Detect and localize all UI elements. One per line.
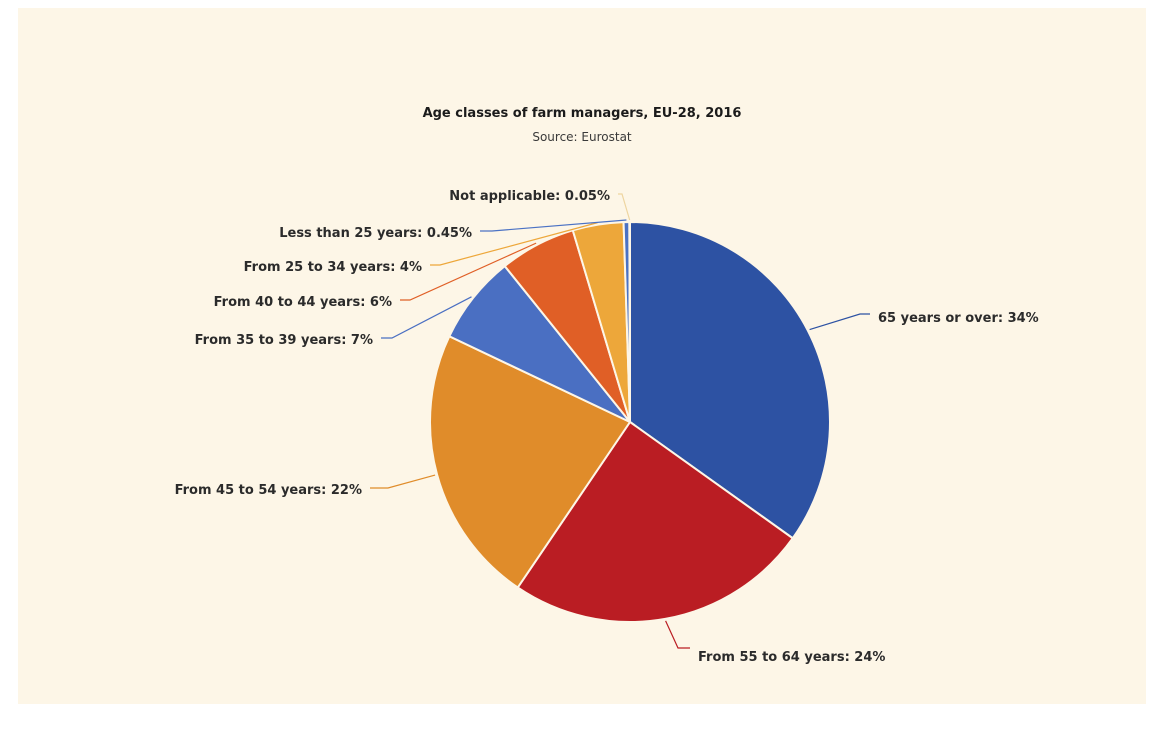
pie-slice-1: [629, 220, 831, 540]
leader-line-3: [370, 474, 436, 489]
leader-line-8: [618, 193, 631, 221]
leader-line-1: [809, 313, 870, 331]
labels-layer: 65 years or over: 34% From 55 to 64 years…: [175, 189, 1039, 665]
chart-subtitle: Source: Eurostat: [532, 130, 632, 144]
leader-line-5: [400, 242, 537, 301]
chart-panel: 65 years or over: 34% From 55 to 64 years…: [18, 8, 1146, 704]
slice-label-6: From 25 to 34 years: 4%: [244, 260, 422, 275]
slice-label-1: 65 years or over: 34%: [878, 311, 1039, 326]
slice-label-8: Not applicable: 0.05%: [449, 189, 610, 204]
chart-title: Age classes of farm managers, EU-28, 201…: [422, 106, 742, 121]
pie-slice-2: [516, 420, 795, 623]
pie-chart: 65 years or over: 34% From 55 to 64 years…: [175, 189, 1039, 665]
leader-line-7: [480, 219, 627, 232]
slice-label-3: From 45 to 54 years: 22%: [175, 483, 362, 498]
slice-label-5: From 40 to 44 years: 6%: [214, 295, 392, 310]
slices-layer: [429, 220, 831, 623]
slice-label-4: From 35 to 39 years: 7%: [195, 333, 373, 348]
leader-lines-layer: [370, 193, 870, 649]
slice-label-2: From 55 to 64 years: 24%: [698, 650, 885, 665]
leader-line-6: [430, 222, 598, 266]
leader-line-4: [381, 296, 472, 339]
pie-slice-8: [628, 220, 631, 423]
slice-label-7: Less than 25 years: 0.45%: [279, 226, 472, 241]
leader-line-2: [665, 620, 690, 649]
